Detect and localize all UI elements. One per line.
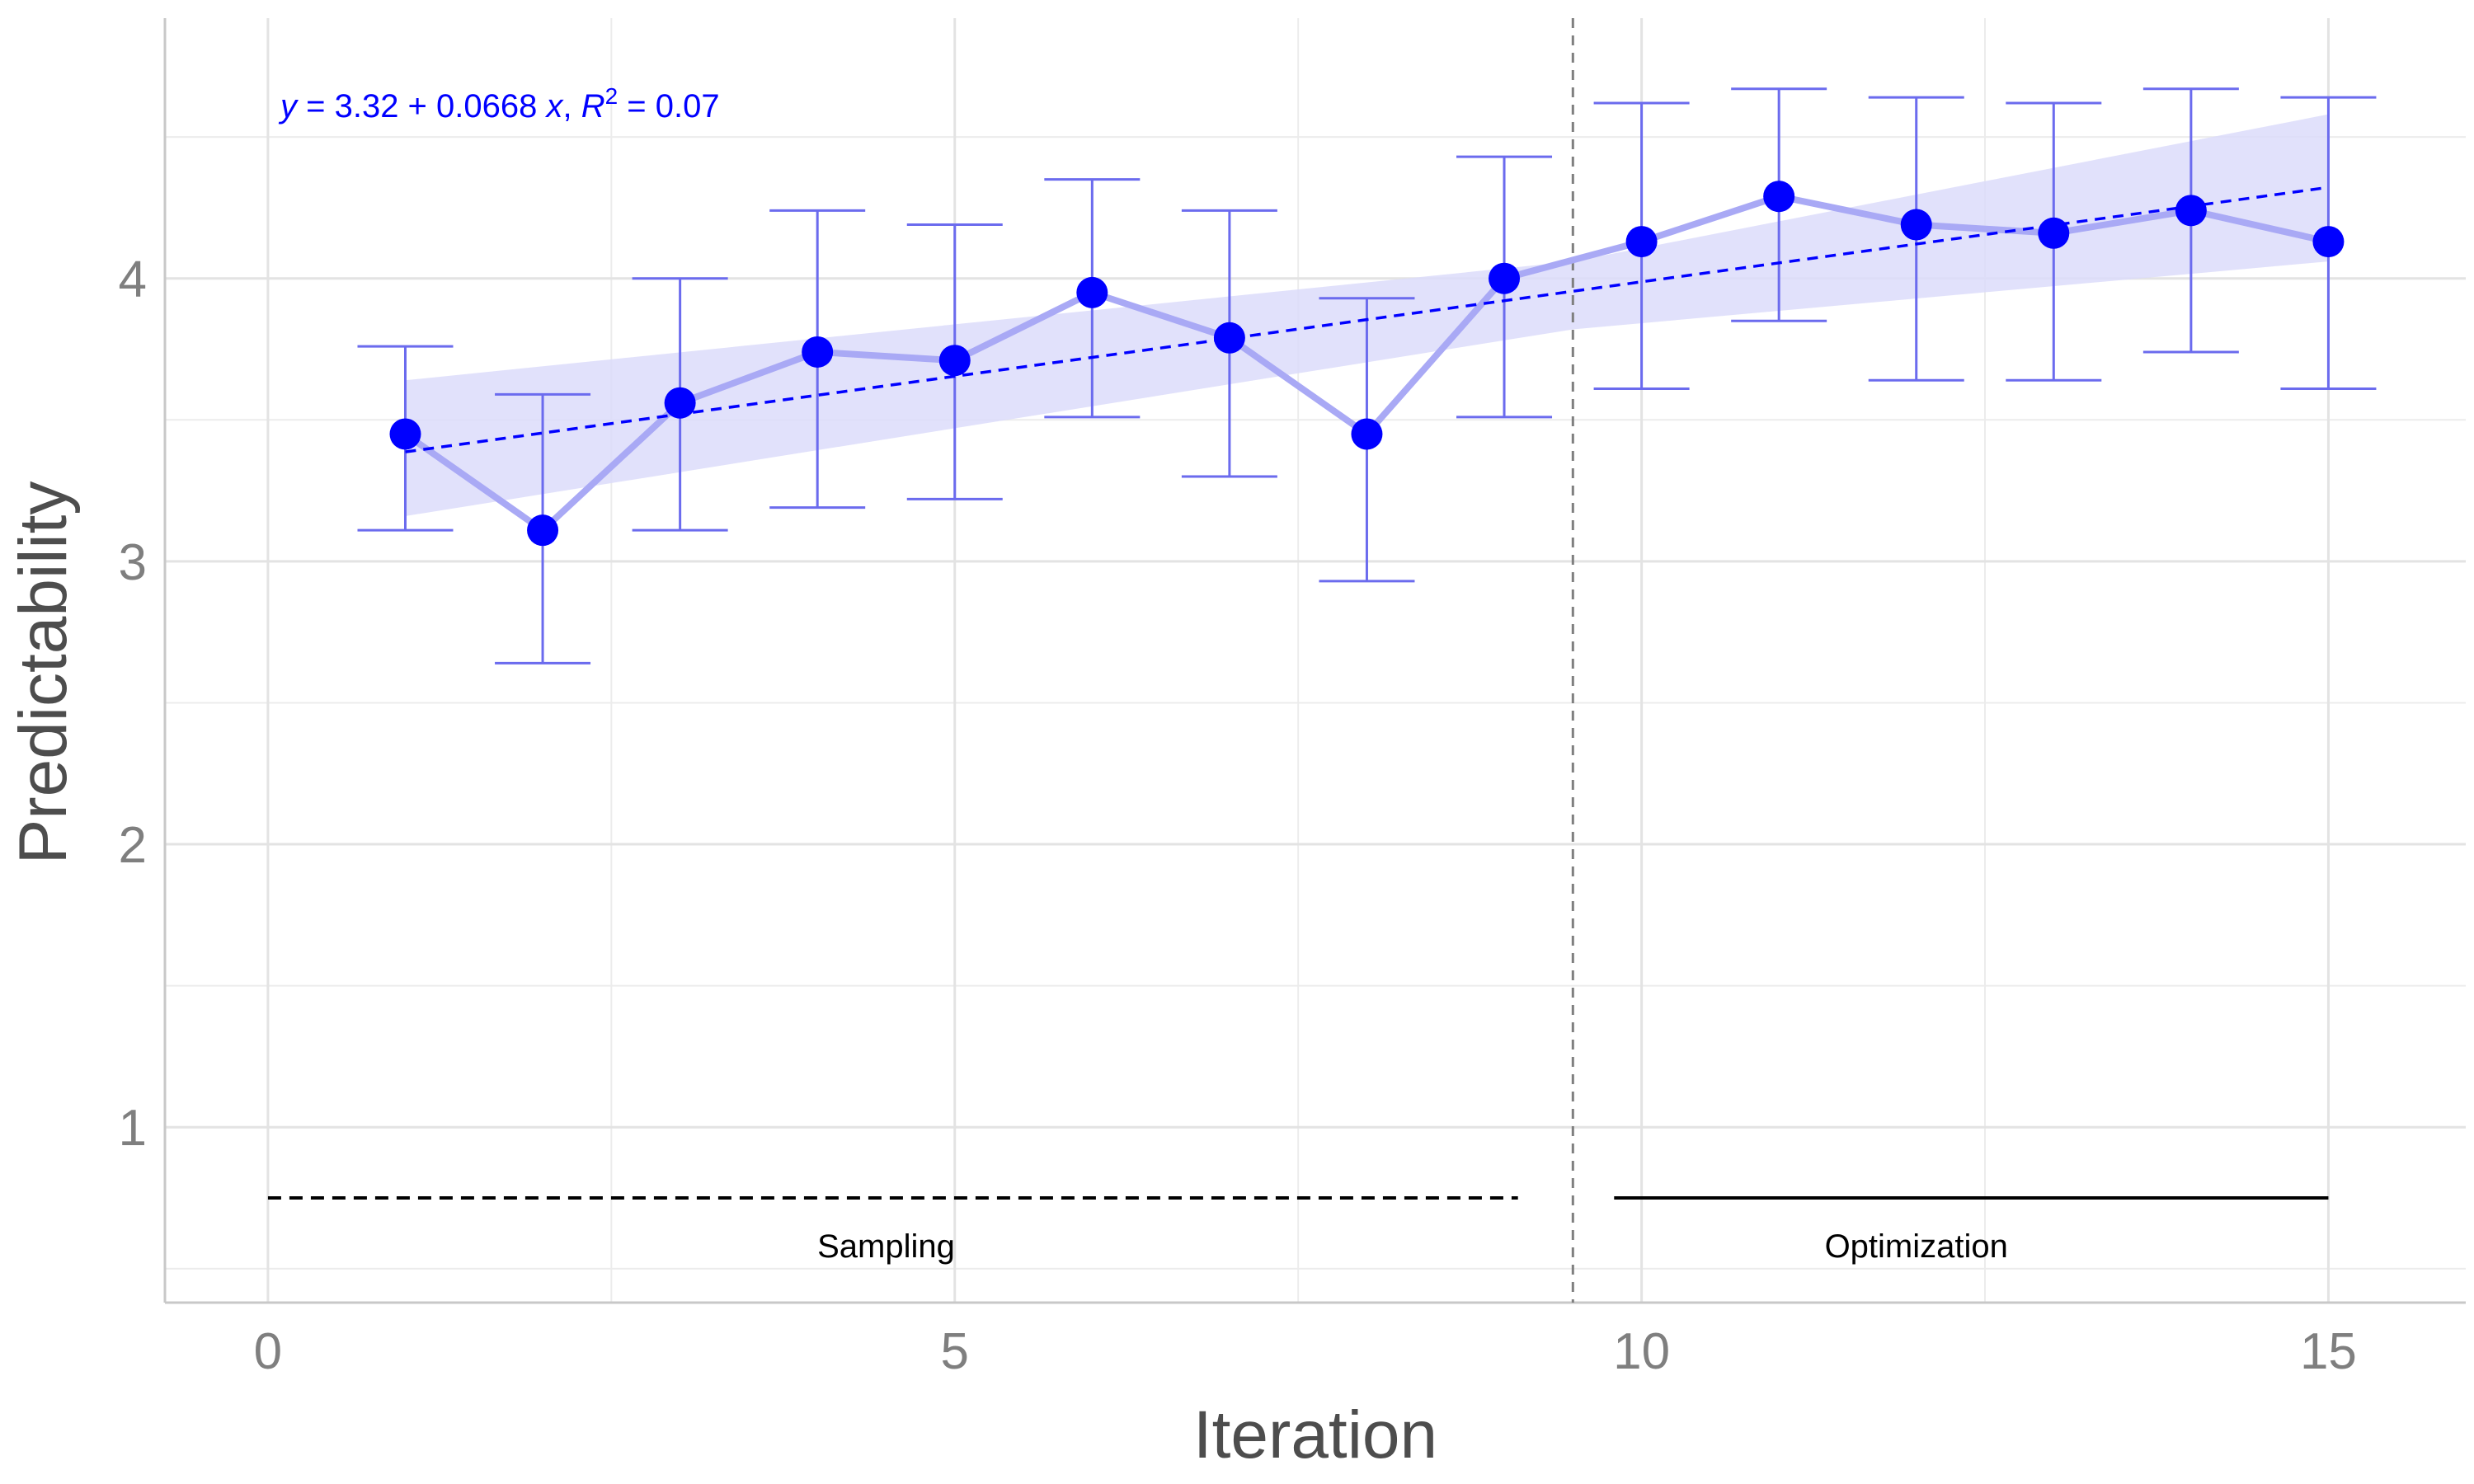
data-point bbox=[802, 336, 834, 368]
data-point bbox=[664, 387, 696, 419]
equation-part: 2 bbox=[605, 83, 618, 109]
data-point bbox=[938, 345, 971, 377]
data-point bbox=[1763, 181, 1795, 213]
data-points bbox=[389, 181, 2345, 547]
data-point bbox=[1625, 226, 1658, 258]
x-axis-title: Iteration bbox=[1193, 1397, 1437, 1472]
y-tick-label: 4 bbox=[119, 251, 147, 308]
data-point bbox=[1900, 209, 1932, 241]
x-tick-label: 15 bbox=[2300, 1323, 2357, 1380]
x-tick-label: 5 bbox=[941, 1323, 969, 1380]
equation-part: = 0.07 bbox=[618, 88, 719, 124]
data-point bbox=[389, 418, 421, 450]
equation-part: R bbox=[581, 88, 605, 124]
data-point bbox=[1213, 322, 1245, 354]
y-tick-label: 2 bbox=[119, 817, 147, 874]
regression-dashed-line bbox=[405, 186, 2329, 453]
phase-annotations: Sampling Optimization bbox=[267, 18, 2329, 1303]
equation-part: = 3.32 + 0.0668 bbox=[297, 88, 546, 124]
error-bars bbox=[357, 87, 2377, 665]
data-point bbox=[2175, 195, 2207, 227]
y-tick-label: 1 bbox=[119, 1100, 147, 1157]
data-point bbox=[527, 514, 559, 547]
phase-label-sampling: Sampling bbox=[817, 1228, 955, 1265]
data-point bbox=[1351, 418, 1383, 450]
data-point bbox=[2312, 226, 2345, 258]
x-tick-label: 10 bbox=[1613, 1323, 1670, 1380]
equation-part: , bbox=[562, 88, 581, 124]
data-point bbox=[1076, 276, 1108, 308]
data-point bbox=[2038, 217, 2070, 249]
y-tick-label: 3 bbox=[119, 534, 147, 591]
data-point bbox=[1489, 262, 1521, 294]
equation-part: x bbox=[544, 88, 564, 124]
regression-line bbox=[405, 186, 2329, 453]
axes: 0 5 10 15 1 2 3 4 bbox=[119, 18, 2466, 1380]
equation-part: y bbox=[278, 88, 299, 124]
x-tick-label: 0 bbox=[254, 1323, 282, 1380]
y-axis-title: Predictability bbox=[6, 481, 81, 865]
regression-equation: y = 3.32 + 0.0668 x, R2 = 0.07 bbox=[278, 83, 720, 124]
phase-label-optimization: Optimization bbox=[1825, 1228, 2008, 1265]
labels: Iteration Predictability bbox=[6, 481, 1437, 1472]
